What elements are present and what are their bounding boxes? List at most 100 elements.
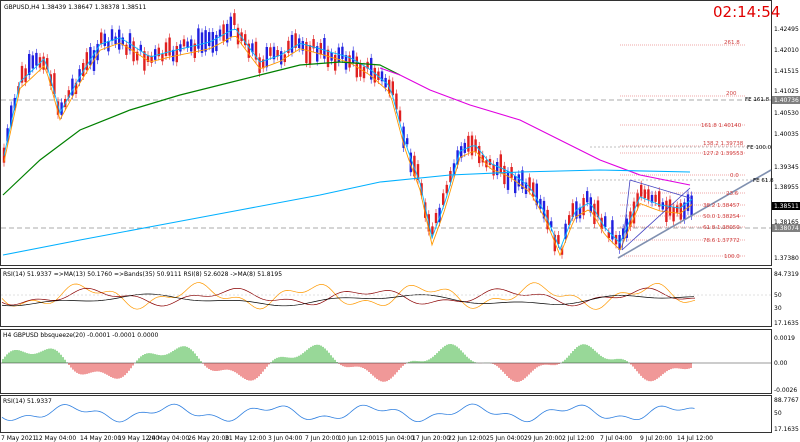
candle-body [542, 200, 546, 219]
candle-body [658, 191, 661, 207]
candle-body [190, 39, 193, 52]
candle-body [121, 37, 124, 46]
price-tick: 1.39345 [774, 164, 799, 171]
candle-body [211, 32, 214, 53]
candle-body [532, 182, 535, 197]
rsi-bands-title: RSI(14) 51.9337 =>MA(13) 50.1760 =>Bands… [3, 271, 282, 278]
candle-body [280, 51, 283, 65]
candle-body [56, 101, 60, 115]
rsi-bands-tick: 50 [774, 292, 782, 299]
candle-body [247, 43, 250, 58]
candle-body [348, 55, 351, 68]
candle-body [380, 71, 384, 82]
candle-body [395, 93, 398, 110]
candle-body [35, 52, 38, 66]
candle-body [316, 46, 319, 62]
candle-body [424, 202, 427, 218]
candle-body [308, 45, 312, 64]
candle-body [517, 174, 520, 187]
candle-body [143, 51, 146, 71]
candle-body [640, 184, 643, 197]
candle-body [136, 51, 139, 61]
candle-body [254, 41, 258, 60]
squeeze-title: H4 GBPUSD bbsqueeze(20) -0.0001 -0.0001 … [3, 332, 158, 339]
candle-body [524, 182, 528, 195]
candle-body [193, 43, 196, 58]
rsi-bands-tick: 17.1635 [774, 320, 799, 327]
rsi-fast-line [1, 282, 696, 310]
candle-body [373, 67, 376, 83]
candle-body [200, 32, 204, 53]
price-tick: 1.42010 [774, 47, 799, 54]
candle-body [42, 56, 45, 70]
candle-body [60, 102, 63, 115]
candle-body [168, 37, 171, 56]
candle-body [197, 28, 200, 49]
candle-body [46, 58, 49, 70]
price-tick: 1.42495 [774, 26, 799, 33]
time-tick: 3 Jun 04:00 [268, 435, 302, 442]
squeeze-frame [0, 329, 772, 394]
symbol-info: GBPUSD,H4 1.38439 1.38647 1.38378 1.3851… [4, 4, 146, 11]
candle-body [146, 55, 150, 62]
time-tick: 14 May 20:00 [80, 435, 121, 442]
time-tick: 7 Jul 04:00 [600, 435, 632, 442]
candle-body [78, 69, 81, 83]
candle-body [578, 207, 582, 219]
candle-body [636, 193, 639, 207]
candle-body [125, 44, 128, 55]
candle-body [96, 43, 99, 61]
countdown-timer: 02:14:54 [713, 3, 780, 21]
candle-body [514, 176, 517, 194]
candle-body [478, 145, 481, 164]
fib-label: 138.2 1.39738 [703, 141, 744, 147]
candle-body [89, 47, 92, 66]
trendlines[interactable] [617, 169, 772, 259]
candle-body [337, 47, 340, 63]
time-tick: 7 Jun 20:00 [305, 435, 339, 442]
candle-body [416, 164, 420, 180]
candle-body [604, 216, 607, 228]
squeeze-tick: 0.0019 [774, 335, 795, 342]
candle-body [568, 215, 571, 226]
candle-body [179, 44, 182, 52]
candle-body [10, 105, 13, 126]
candle-body [276, 50, 279, 57]
candle-body [442, 193, 445, 205]
rsi-frame [0, 395, 772, 433]
candle-body [359, 63, 362, 77]
fib-label: 127.2 1.39553 [703, 151, 744, 157]
candle-body [186, 41, 189, 48]
price-tick: 1.38955 [774, 184, 799, 191]
candle-body [182, 39, 186, 47]
squeeze-histogram [2, 344, 692, 382]
fib-label: 200 [726, 91, 737, 97]
candle-body [24, 68, 27, 83]
candle-body [449, 170, 452, 183]
candle-body [301, 40, 304, 51]
candle-body [614, 234, 618, 245]
candle-body [118, 29, 121, 50]
ma-fast-line [3, 28, 693, 251]
candle-body [312, 39, 315, 49]
candle-body [294, 33, 297, 48]
candle-body [445, 184, 448, 194]
candle-body [204, 30, 207, 52]
candle-body [406, 138, 409, 145]
candle-body [676, 205, 679, 213]
candle-body [438, 207, 441, 223]
rsi-title: RSI(14) 51.9337 [3, 398, 52, 405]
time-tick: 22 Jun 12:00 [448, 435, 486, 442]
candle-body [82, 62, 85, 77]
candle-body [456, 150, 459, 165]
candle-body [672, 206, 675, 222]
fib-label: 50.0 1.38254 [703, 214, 740, 220]
candle-body [550, 221, 553, 228]
candle-body [398, 110, 402, 122]
candle-body [208, 32, 211, 47]
candle-body [236, 27, 240, 45]
price-axis[interactable]: 1.42495 1.42010 1.41515 1.41025 1.40530 … [772, 26, 800, 262]
fibo-lines[interactable] [620, 44, 745, 257]
